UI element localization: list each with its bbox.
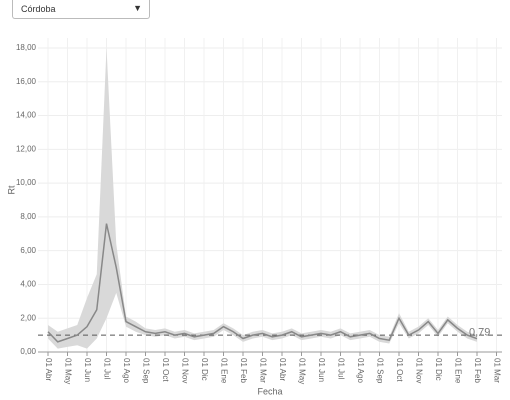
y-tick-label: 2,00	[20, 313, 36, 322]
y-tick-label: 6,00	[20, 246, 36, 255]
x-tick-label: 01 Ago	[122, 358, 131, 383]
y-tick-label: 16,00	[16, 77, 37, 86]
x-tick-label: 01 Mar	[492, 358, 501, 383]
x-tick-label: 01 Nov	[414, 358, 423, 383]
x-tick-label: 01 Ene	[453, 358, 462, 384]
x-tick-label: 01 Oct	[395, 358, 404, 382]
y-tick-label: 8,00	[20, 212, 36, 221]
y-tick-label: 12,00	[16, 144, 37, 153]
rt-line	[47, 223, 478, 343]
x-tick-label: 01 Abr	[44, 358, 53, 381]
x-tick-label: 01 Feb	[239, 358, 248, 383]
x-tick-label: 01 Ago	[356, 358, 365, 383]
dropdown-value: Córdoba	[21, 4, 56, 14]
x-tick-label: 01 Feb	[473, 358, 482, 383]
x-tick-label: 01 Sep	[141, 358, 150, 384]
y-tick-label: 4,00	[20, 280, 36, 289]
y-tick-label: 10,00	[16, 178, 37, 187]
x-tick-label: 01 Jun	[83, 358, 92, 382]
x-tick-label: 01 Dic	[434, 358, 443, 381]
x-tick-label: 01 Jul	[102, 358, 111, 380]
y-tick-label: 18,00	[16, 43, 37, 52]
x-tick-label: 01 Dic	[200, 358, 209, 381]
y-tick-label: 14,00	[16, 111, 37, 120]
x-tick-label: 01 Sep	[375, 358, 384, 384]
region-dropdown[interactable]: Córdoba ▼	[12, 0, 150, 19]
x-tick-label: 01 Abr	[278, 358, 287, 381]
x-tick-label: 01 Ene	[219, 358, 228, 384]
x-tick-label: 01 Mar	[258, 358, 267, 383]
x-tick-label: 01 Jul	[336, 358, 345, 380]
x-tick-label: 01 Oct	[161, 358, 170, 382]
x-tick-label: 01 May	[297, 358, 306, 384]
x-tick-label: 01 May	[63, 358, 72, 384]
last-value-label: 0,79	[469, 327, 490, 339]
dropdown-arrow: ▼	[133, 3, 142, 13]
y-axis-label: Rt	[6, 185, 16, 194]
x-tick-label: 01 Jun	[317, 358, 326, 382]
x-tick-label: 01 Nov	[180, 358, 189, 383]
x-axis-label: Fecha	[257, 386, 282, 396]
y-tick-label: 0,00	[20, 347, 36, 356]
